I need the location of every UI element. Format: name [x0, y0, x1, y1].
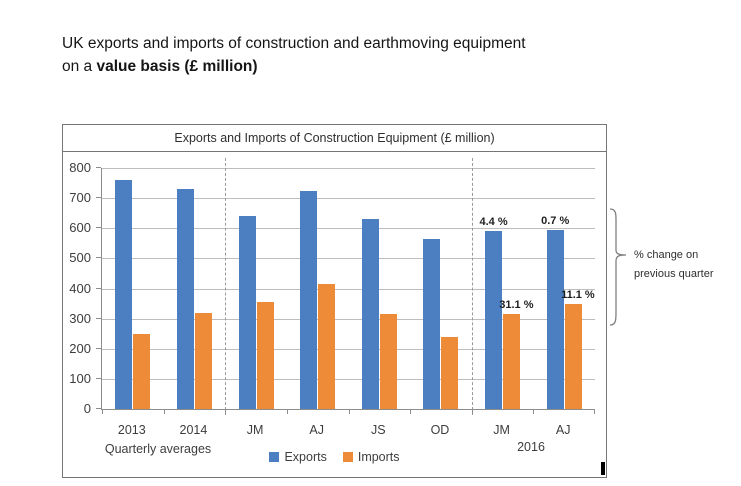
- x-axis-category-label: AJ: [555, 423, 571, 437]
- axis-group-label-2016: 2016: [517, 440, 545, 454]
- side-note-line1: % change on: [634, 249, 699, 261]
- x-axis-tick: [410, 409, 412, 414]
- gridline: [102, 348, 595, 350]
- bar-group-aj-7: 0.7 % 11.1 %: [533, 168, 595, 409]
- plot-area: 4.4 % 31.1 % 0.7 % 11.1 %: [101, 158, 595, 415]
- gridline: [102, 318, 595, 320]
- pct-change-label: 0.7 %: [541, 214, 570, 227]
- y-axis-tick: [96, 287, 101, 289]
- exports-bar: 0.7 %: [541, 215, 569, 409]
- gridline: [102, 168, 595, 169]
- y-axis-tick-label: 100: [69, 370, 91, 386]
- x-axis-category-label: OD: [430, 423, 450, 437]
- y-axis-tick: [96, 347, 101, 349]
- x-axis-category-label: JM: [246, 423, 264, 437]
- gridline: [102, 378, 595, 380]
- bar-group-js-4: [349, 168, 411, 409]
- period-separator-line: [471, 158, 473, 415]
- period-separator-line: [225, 158, 227, 415]
- page-title-line2-prefix: on a: [62, 57, 97, 75]
- exports-bar: [361, 219, 379, 409]
- pct-change-label: 4.4 %: [479, 216, 508, 229]
- page-title-line2-bold: value basis (£ million): [96, 57, 258, 75]
- x-axis-tick: [533, 409, 535, 414]
- x-axis-tick: [163, 409, 165, 414]
- x-axis-tick: [348, 409, 350, 414]
- y-axis-tick: [96, 167, 101, 168]
- imports-bar: 11.1 %: [561, 289, 595, 409]
- legend: Exports Imports: [63, 450, 606, 464]
- y-axis-tick: [96, 408, 101, 409]
- y-axis-tick: [96, 257, 101, 259]
- imports-swatch-icon: [342, 452, 353, 462]
- imports-bar: [194, 312, 212, 409]
- chart-plot-box: 0 100 200 300 400 500 600 700 800 4.4 % 31.1 % 0.7…: [62, 151, 607, 478]
- y-axis-tick-label: 0: [83, 401, 91, 416]
- y-axis-labels: 0 100 200 300 400 500 600 700 800: [63, 160, 101, 416]
- x-axis-tick: [471, 409, 473, 414]
- x-axis-labels: 2013 2014 JM AJ JS OD JM AJ: [101, 423, 594, 438]
- imports-bar: [318, 283, 336, 409]
- cursor-artifact: [601, 462, 605, 475]
- right-brace-icon: [609, 208, 627, 326]
- legend-label: Imports: [357, 450, 400, 464]
- x-axis-category-label: JS: [371, 423, 386, 437]
- gridline: [102, 258, 595, 260]
- side-note-line2: previous quarter: [634, 268, 714, 280]
- bar-group-2013-0: [102, 168, 164, 409]
- bar-group-od-5: [410, 168, 472, 409]
- bar-group-jm-6: 4.4 % 31.1 %: [472, 168, 533, 409]
- gridline: [102, 228, 595, 230]
- bar-group-2014-1: [164, 168, 226, 409]
- legend-label: Exports: [284, 450, 327, 464]
- exports-bar: [300, 190, 318, 409]
- x-axis-tick: [594, 409, 595, 414]
- y-axis-tick: [96, 317, 101, 319]
- y-axis-tick: [96, 197, 101, 199]
- y-axis-tick-label: 600: [69, 220, 91, 236]
- imports-bar: [133, 333, 151, 409]
- bar-group-aj-3: [287, 168, 349, 409]
- legend-item-imports: Imports: [342, 450, 400, 464]
- page-title-line1: UK exports and imports of construction a…: [62, 35, 526, 52]
- exports-bar: [176, 189, 194, 409]
- gridline: [102, 288, 595, 290]
- exports-bar: 4.4 %: [479, 216, 508, 409]
- exports-bar: [115, 180, 133, 409]
- x-axis-tick: [102, 409, 103, 414]
- y-axis-tick-label: 200: [69, 340, 91, 356]
- y-axis-tick-label: 400: [69, 280, 91, 296]
- chart-title: Exports and Imports of Construction Equi…: [62, 124, 607, 152]
- imports-bar: 31.1 %: [499, 299, 533, 409]
- exports-swatch-icon: [269, 452, 280, 462]
- bar-group-jm-2: [225, 168, 287, 409]
- axis-group-label-quarterly-averages: Quarterly averages: [104, 442, 212, 456]
- pct-change-label: 31.1 %: [499, 299, 534, 312]
- y-axis-tick-label: 800: [69, 160, 91, 175]
- y-axis-tick: [96, 227, 101, 229]
- y-axis-tick-label: 300: [69, 310, 91, 326]
- x-axis-category-label: JM: [493, 423, 510, 437]
- x-axis-category-label: 2014: [179, 423, 208, 437]
- x-axis-category-label: AJ: [309, 423, 324, 437]
- imports-bar: [379, 314, 397, 409]
- x-axis-tick: [286, 409, 288, 414]
- imports-bar: [441, 336, 459, 409]
- pct-change-label: 11.1 %: [561, 288, 595, 301]
- x-axis-tick: [225, 409, 227, 414]
- exports-bar: [238, 216, 256, 409]
- gridline: [102, 198, 595, 200]
- exports-bar: [423, 238, 441, 409]
- y-axis-tick-label: 700: [69, 190, 91, 206]
- legend-item-exports: Exports: [269, 450, 327, 464]
- y-axis-tick: [96, 377, 101, 379]
- page-title: UK exports and imports of construction a…: [62, 33, 526, 78]
- y-axis-tick-label: 500: [69, 250, 91, 266]
- imports-bar: [256, 302, 274, 409]
- x-axis-category-label: 2013: [117, 423, 146, 437]
- side-note: % change on previous quarter: [634, 246, 714, 284]
